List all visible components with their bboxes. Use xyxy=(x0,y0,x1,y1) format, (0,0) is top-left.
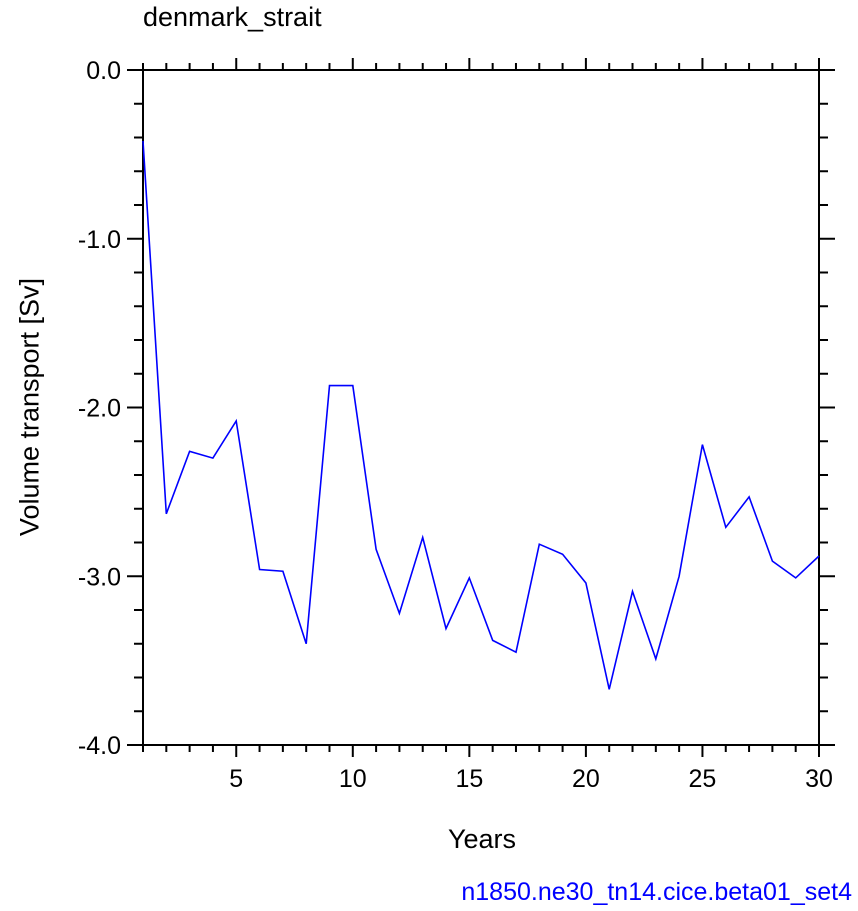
tick-labels: 5 10 15 20 25 30 0.0 -1.0 -2.0 -3.0 -4.0 xyxy=(78,57,833,793)
tick-marks xyxy=(127,58,835,757)
plot-frame xyxy=(142,69,820,746)
x-tick-label: 5 xyxy=(229,765,243,793)
y-tick-label: 0.0 xyxy=(86,57,121,85)
series-line xyxy=(142,140,820,690)
y-tick-label: -4.0 xyxy=(78,732,121,760)
y-tick-label: -3.0 xyxy=(78,563,121,591)
y-tick-label: -1.0 xyxy=(78,226,121,254)
x-tick-label: 25 xyxy=(689,765,717,793)
y-tick-label: -2.0 xyxy=(78,395,121,423)
chart-title: denmark_strait xyxy=(143,2,322,32)
x-axis-label: Years xyxy=(447,824,517,854)
series-group xyxy=(142,140,820,690)
run-id-caption: n1850.ne30_tn14.cice.beta01_set4 xyxy=(461,878,852,906)
x-tick-label: 15 xyxy=(455,765,483,793)
x-tick-label: 30 xyxy=(805,765,833,793)
x-tick-label: 20 xyxy=(572,765,600,793)
x-tick-label: 10 xyxy=(339,765,367,793)
